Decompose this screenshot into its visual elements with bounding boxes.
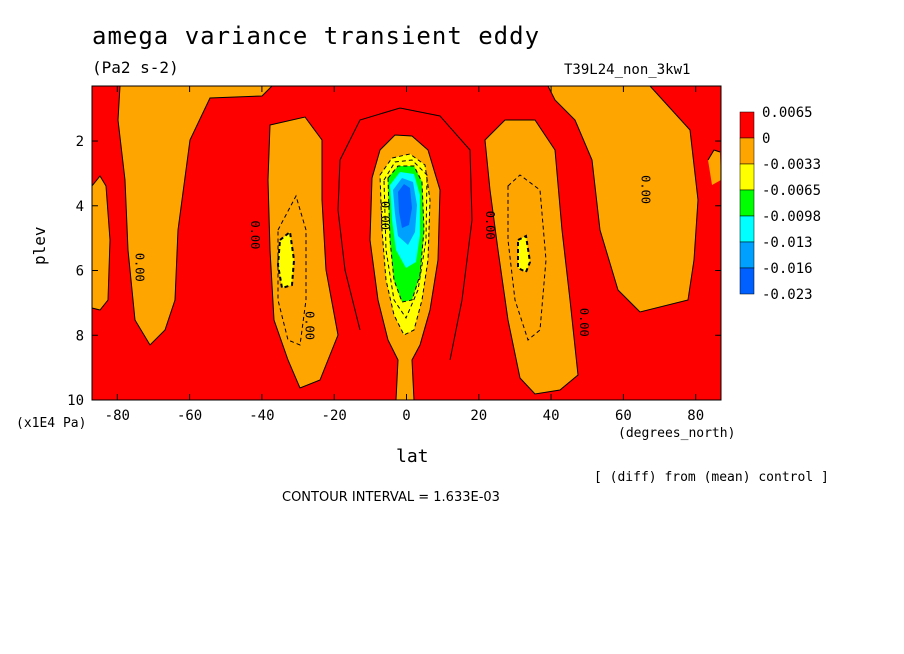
plot-fill-layer	[92, 86, 721, 400]
contour-interval-label: CONTOUR INTERVAL = 1.633E-03	[282, 490, 500, 505]
contour-line	[507, 174, 547, 341]
contour-label: 0.00	[638, 175, 652, 204]
x-tick-label: 60	[615, 408, 632, 424]
contour-line	[117, 86, 273, 346]
x-tick-label: -40	[249, 408, 274, 424]
y-tick-label: 2	[76, 134, 84, 150]
x-tick-label: 80	[687, 408, 704, 424]
x-tick-label: -80	[105, 408, 130, 424]
colorbar: 0.0065 0 -0.0033 -0.0065 -0.0098 -0.013 -0.016…	[739, 105, 821, 303]
orange-region-far-sh	[92, 176, 110, 310]
orange-region-far-nh	[708, 150, 721, 185]
contour-line	[337, 107, 473, 361]
y-tick-label: 8	[76, 328, 84, 344]
colorbar-level-label: -0.023	[762, 287, 813, 303]
orange-region-sh-band	[268, 117, 338, 388]
colorbar-level-label: -0.016	[762, 261, 813, 277]
contour-line	[276, 230, 296, 290]
contour-line	[369, 134, 441, 400]
x-tick-label: 20	[470, 408, 487, 424]
colorbar-swatch	[739, 163, 755, 191]
yellow-region-sh	[278, 232, 294, 288]
x-tick-label: -60	[177, 408, 202, 424]
colorbar-swatch	[739, 111, 755, 139]
diff-note: [ (diff) from (mean) control ]	[594, 470, 829, 485]
chart-title: amega variance transient eddy	[92, 22, 541, 50]
contour-label: 0.00	[483, 211, 497, 240]
contour-label: 0.00	[577, 308, 591, 337]
contour-label: 0.00	[132, 253, 146, 282]
colorbar-swatch	[739, 215, 755, 243]
x-tick-label: 0	[402, 408, 410, 424]
y-axis-units: (x1E4 Pa)	[16, 416, 87, 431]
x-tick-label: -20	[322, 408, 347, 424]
colorbar-level-label: 0	[762, 131, 770, 147]
contour-line	[379, 153, 431, 336]
colorbar-swatch	[739, 189, 755, 217]
colorbar-level-label: -0.0065	[762, 183, 821, 199]
x-tick-label: 40	[543, 408, 560, 424]
blue-region-equator	[398, 184, 412, 228]
contour-line	[277, 194, 307, 346]
y-tick-label: 4	[76, 199, 84, 215]
y-tick-label: 10	[67, 393, 84, 409]
contour-line	[547, 86, 699, 313]
colorbar-swatch	[739, 137, 755, 165]
x-axis-label: lat	[396, 446, 429, 467]
contour-line	[267, 116, 339, 389]
contour-line	[484, 119, 579, 395]
contour-line	[387, 165, 425, 303]
contour-line	[92, 175, 111, 311]
orange-region-nh-top	[548, 86, 698, 312]
colorbar-level-label: -0.013	[762, 235, 813, 251]
y-tick-label: 6	[76, 264, 84, 280]
colorbar-level-label: 0.0065	[762, 105, 813, 121]
contour-lines	[92, 86, 721, 400]
contour-label: 0.00	[302, 311, 316, 340]
run-id-label: T39L24_non_3kw1	[564, 62, 691, 78]
contour-line	[707, 149, 721, 161]
x-axis-units: (degrees_north)	[618, 426, 736, 441]
colorbar-swatch	[739, 267, 755, 295]
contour-label: 0.00	[248, 220, 262, 249]
colorbar-swatch	[739, 241, 755, 269]
contour-line	[383, 159, 428, 320]
contour-line	[517, 234, 532, 274]
orange-region-sh-top	[118, 86, 272, 345]
axes-layer: -80 -60 -40 -20 0 20 40 60 80 2 4 6 8 10	[67, 86, 721, 424]
colorbar-level-label: -0.0098	[762, 209, 821, 225]
contour-label: 0.00	[378, 201, 392, 230]
colorbar-level-label: -0.0033	[762, 157, 821, 173]
contour-labels-layer: 0.00 0.00 0.00 0.00 0.00 0.00 0.00	[132, 175, 652, 340]
chart-units: (Pa2 s-2)	[92, 58, 179, 77]
